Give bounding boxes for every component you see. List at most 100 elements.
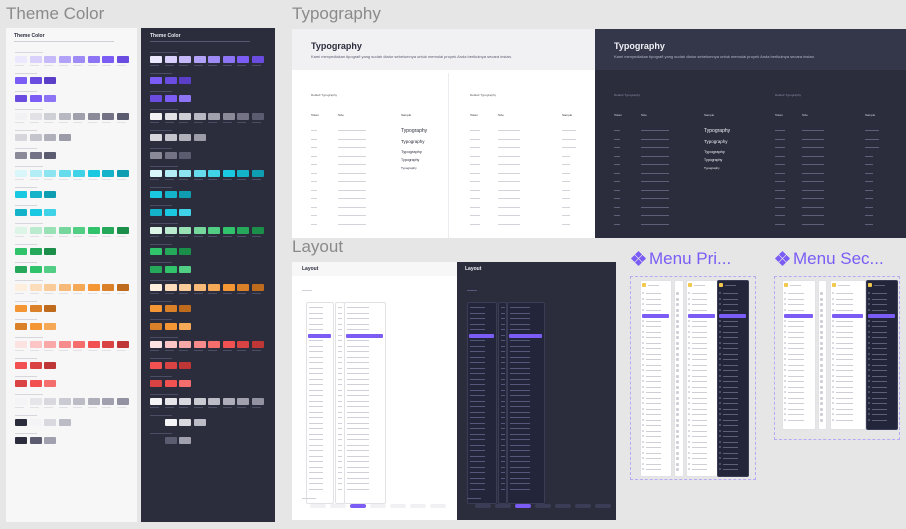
color-swatch [29,113,42,120]
menu-line [470,318,486,319]
menu-line [646,436,661,437]
menu-line [692,447,707,448]
menu-line [510,395,530,396]
menu-line [470,400,486,402]
typography-light-board[interactable]: Typography Kami menyediakan tipografi ya… [292,29,595,238]
swatch-caption [58,122,68,123]
swatch-caption [44,236,53,237]
swatch-caption [102,179,111,180]
theme-dark-title: Theme Color [150,33,181,39]
menu-item-icon [688,424,690,426]
menu-line [646,386,661,388]
color-swatch [44,437,56,444]
menu-item-icon [820,380,823,383]
menu-line [338,433,343,435]
menu-item-icon [719,424,721,426]
color-swatch [179,227,191,234]
menu-line [723,452,738,454]
menu-item-icon [868,341,870,344]
menu-item-icon [784,319,786,322]
menu-item-icon [688,308,690,311]
swatch-caption [29,65,39,66]
color-swatch [164,362,177,369]
menu-item-icon [868,385,870,388]
color-swatch [251,227,264,234]
menu-line [338,488,343,490]
swatch-caption [58,65,68,66]
swatch-caption [87,293,97,294]
palette-caption [15,148,37,149]
color-swatch [179,113,191,120]
menu-primary-frame[interactable] [630,276,756,480]
token-cell [614,164,620,165]
swatch-caption [73,236,82,237]
sample-cell [865,198,873,199]
menu-line [692,392,707,393]
menu-line [338,472,343,473]
menu-line [309,461,324,462]
menu-item-icon [676,413,679,416]
menu-line [723,441,738,443]
swatch-caption [116,236,126,237]
typography-dark-sample-1: Typography [704,128,731,134]
logo-icon [642,283,646,287]
menu-line [692,293,707,294]
menu-line [646,458,661,459]
menu-line [347,466,369,468]
token-cell [614,147,620,148]
menu-line [501,384,505,385]
swatch-caption [29,236,39,237]
menu-line [692,342,707,344]
palette-caption [15,262,37,263]
menu-item-icon [868,330,870,333]
menu-item-icon [820,308,823,312]
menu-secondary-title[interactable]: Menu Sec... [774,249,884,269]
color-swatch [179,437,191,444]
menu-item-icon [868,347,870,349]
menu-item-icon [642,413,644,415]
color-swatch [29,323,42,330]
color-swatch [150,437,162,444]
menu-item-icon [676,363,679,367]
menu-header-line [790,285,802,286]
menu-line [470,455,486,457]
menu-item-icon [820,314,823,317]
color-swatch [44,419,56,426]
token-cell [311,189,317,191]
swatch-caption [44,65,53,66]
menu-item-icon [719,330,721,333]
theme-color-dark-board[interactable]: Theme Color [141,28,275,522]
layout-dark-board[interactable]: Layout [457,262,616,520]
swatch-caption [58,236,68,237]
menu-line [470,356,486,358]
swatch-caption [15,179,24,180]
menu-line [309,351,324,352]
menu-line [872,370,887,371]
color-swatch [179,362,191,369]
color-swatch [29,341,42,348]
menu-line [646,463,661,465]
color-swatch [15,419,27,426]
menu-line [788,353,804,355]
logo-icon [832,283,836,287]
size-cell [641,206,669,208]
color-swatch [102,227,114,234]
menu-line [723,397,738,399]
menu-secondary-frame[interactable] [774,276,900,440]
swatch-caption [87,236,97,237]
typography-dark-board[interactable]: Typography Kami menyediakan tipografi ya… [595,29,906,238]
typography-dark-sample-2: Typography [704,139,728,144]
menu-line [510,312,530,314]
menu-line [692,353,707,355]
menu-primary-title[interactable]: Menu Pri... [630,249,731,269]
menu-line [338,318,343,319]
menu-item-icon [832,402,834,404]
layout-light-board[interactable]: Layout [292,262,457,520]
theme-color-light-board[interactable]: Theme Color [6,28,137,522]
menu-item-icon [719,462,721,465]
color-swatch [164,191,177,198]
logo-icon [868,283,872,287]
color-swatch [193,134,206,141]
swatch-caption [15,236,24,237]
color-swatch [164,398,177,405]
